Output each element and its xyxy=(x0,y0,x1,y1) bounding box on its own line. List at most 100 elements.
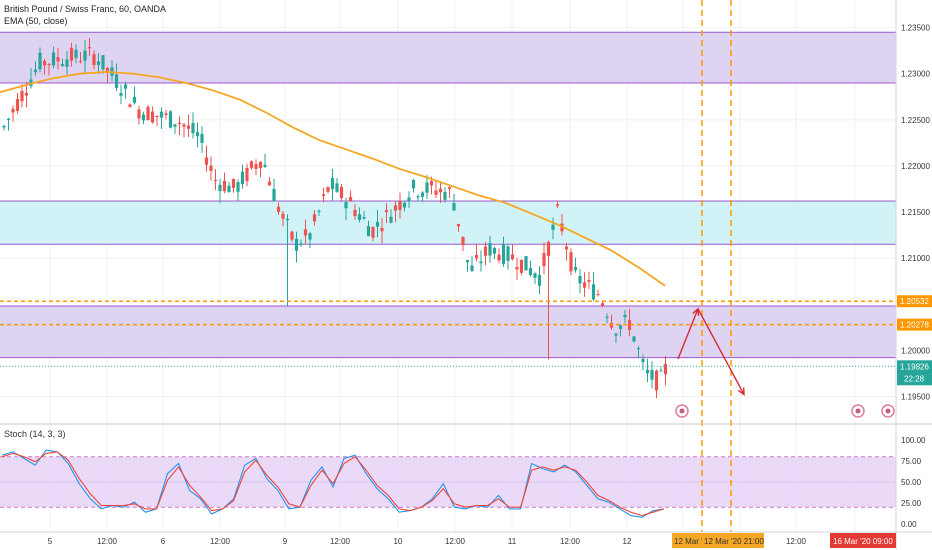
stoch-axis-ticks: 100.00 75.00 50.00 25.00 0.00 xyxy=(901,436,926,529)
candle-body xyxy=(132,96,137,103)
time-tick-label: 12:00 xyxy=(97,537,118,546)
candle-body xyxy=(587,280,591,282)
symbol-title[interactable]: British Pound / Swiss Franc, 60, OANDA xyxy=(4,4,167,14)
candle-body xyxy=(65,59,69,67)
candle-body xyxy=(659,370,663,372)
price-tick-label: 1.20000 xyxy=(901,346,930,355)
candle-body xyxy=(303,229,308,236)
candle-body xyxy=(344,202,348,209)
candle-body xyxy=(600,303,605,306)
event-marker-a[interactable] xyxy=(675,404,689,418)
candle-body xyxy=(2,125,6,128)
candle-body xyxy=(447,187,452,190)
candle-body xyxy=(137,109,141,119)
forecast-arrow-line xyxy=(677,308,699,360)
candle-body xyxy=(146,106,150,121)
candle-body xyxy=(101,55,105,70)
candle-body xyxy=(200,133,204,143)
candle-body xyxy=(11,108,15,113)
candle-body xyxy=(434,190,438,195)
candle-body xyxy=(47,64,51,66)
event-marker-b[interactable] xyxy=(851,404,865,418)
candle-body xyxy=(141,114,146,121)
time-highlight-bg xyxy=(672,533,702,548)
ema-line xyxy=(0,70,666,287)
candle-body xyxy=(281,213,285,219)
candle-body xyxy=(380,227,384,232)
candle-body xyxy=(92,54,96,66)
stoch-tick-label: 25.00 xyxy=(901,499,922,508)
candlesticks[interactable] xyxy=(2,37,668,399)
candle-body xyxy=(74,49,78,58)
candle-body xyxy=(591,284,596,300)
candle-body xyxy=(159,111,164,118)
price-tick-label: 1.21500 xyxy=(901,208,930,217)
event-markers[interactable] xyxy=(675,404,895,418)
candle-body xyxy=(402,202,407,208)
time-tick-label: 5 xyxy=(48,537,53,546)
candle-body xyxy=(213,179,218,182)
candle-body xyxy=(465,260,470,263)
candle-body xyxy=(218,184,222,192)
ema-legend[interactable]: EMA (50, close) xyxy=(4,16,68,26)
candle-body xyxy=(636,348,641,350)
time-axis-ticks: 5 12:00 6 12:00 9 12:00 10 12:00 11 12:00 12 12:00 1… xyxy=(48,533,896,548)
candle-body xyxy=(389,216,393,223)
time-tick-label: 12:00 xyxy=(210,537,231,546)
candle-body xyxy=(488,242,492,256)
candle-body xyxy=(33,69,38,73)
candle-body xyxy=(42,60,47,66)
candle-body xyxy=(573,267,578,271)
candle-body xyxy=(38,52,42,70)
candle-body xyxy=(56,57,60,62)
candle-body xyxy=(425,182,429,193)
candle-body xyxy=(330,178,335,190)
candle-body xyxy=(96,61,101,66)
candle-body xyxy=(650,370,654,380)
candle-body xyxy=(366,226,371,237)
price-zone xyxy=(0,200,896,245)
event-marker-dot xyxy=(855,408,861,414)
stoch-legend[interactable]: Stoch (14, 3, 3) xyxy=(4,429,66,439)
candle-body xyxy=(618,325,623,330)
candle-body xyxy=(285,219,290,221)
price-tick-label: 1.22000 xyxy=(901,162,930,171)
candle-body xyxy=(20,90,24,102)
event-marker-dot xyxy=(885,408,891,414)
stoch-lines xyxy=(1,449,665,518)
candle-body xyxy=(357,214,362,220)
ema-series-line xyxy=(0,70,666,287)
price-tick-label: 1.21000 xyxy=(901,254,930,263)
level-price-text: 1.20278 xyxy=(900,321,929,330)
candle-body xyxy=(272,188,276,202)
candle-body xyxy=(231,178,236,188)
candle-body xyxy=(393,205,398,211)
candle-body xyxy=(645,369,650,374)
candle-body xyxy=(578,276,582,284)
candle-body xyxy=(398,200,402,211)
candle-body xyxy=(245,167,249,182)
price-axis-panel[interactable] xyxy=(896,0,932,424)
candle-body xyxy=(240,171,245,184)
candle-body xyxy=(191,122,195,134)
candle-body xyxy=(294,238,299,251)
time-highlight-label: 12 Mar '20 21:00 xyxy=(704,537,764,546)
candle-body xyxy=(326,187,330,192)
current-price-tag xyxy=(897,360,932,386)
time-highlight-bg xyxy=(830,533,896,548)
event-marker-c[interactable] xyxy=(881,404,895,418)
candle-body xyxy=(452,203,456,211)
candle-body xyxy=(663,364,668,375)
candle-body xyxy=(321,194,326,196)
candle-body xyxy=(78,61,83,63)
level-price-tag xyxy=(897,295,932,308)
candle-body xyxy=(632,336,636,342)
candle-body xyxy=(258,161,263,169)
candle-body xyxy=(249,161,254,168)
price-tick-label: 1.19500 xyxy=(901,392,930,401)
candle-body xyxy=(596,294,600,296)
time-highlight-bg xyxy=(702,533,764,548)
candle-body xyxy=(123,84,128,89)
candle-body xyxy=(492,247,497,254)
